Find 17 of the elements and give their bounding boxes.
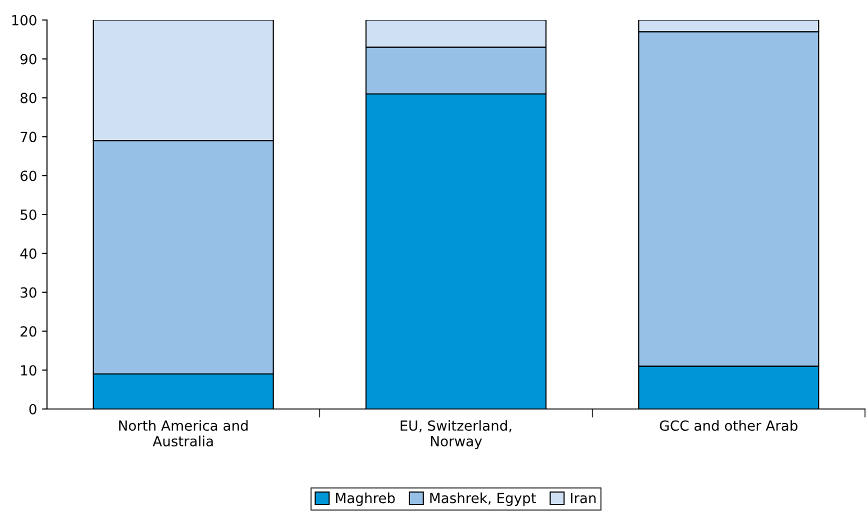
y-tick-label: 60 [20, 170, 36, 182]
y-tick-label: 20 [20, 326, 36, 337]
y-tick-label: 10 [21, 365, 36, 376]
legend-label: Maghreb [336, 492, 395, 506]
y-tick-label: 50 [20, 209, 36, 220]
x-tick-label: North America and Australia [119, 420, 248, 446]
y-tick-label: 0 [29, 404, 36, 414]
legend-label: Iran [571, 492, 596, 504]
x-tick-label: GCC and other Arab [660, 420, 798, 431]
y-tick-label: 90 [20, 54, 36, 64]
legend-label: Mashrek, Egypt [430, 492, 536, 506]
y-tick-label: 30 [20, 287, 36, 298]
y-tick-label: 70 [20, 132, 36, 142]
x-tick-label: EU, Switzerland, Norway [400, 420, 512, 450]
y-tick-label: 80 [20, 92, 36, 104]
y-tick-label: 40 [20, 248, 36, 259]
y-tick-label: 100 [12, 14, 36, 26]
